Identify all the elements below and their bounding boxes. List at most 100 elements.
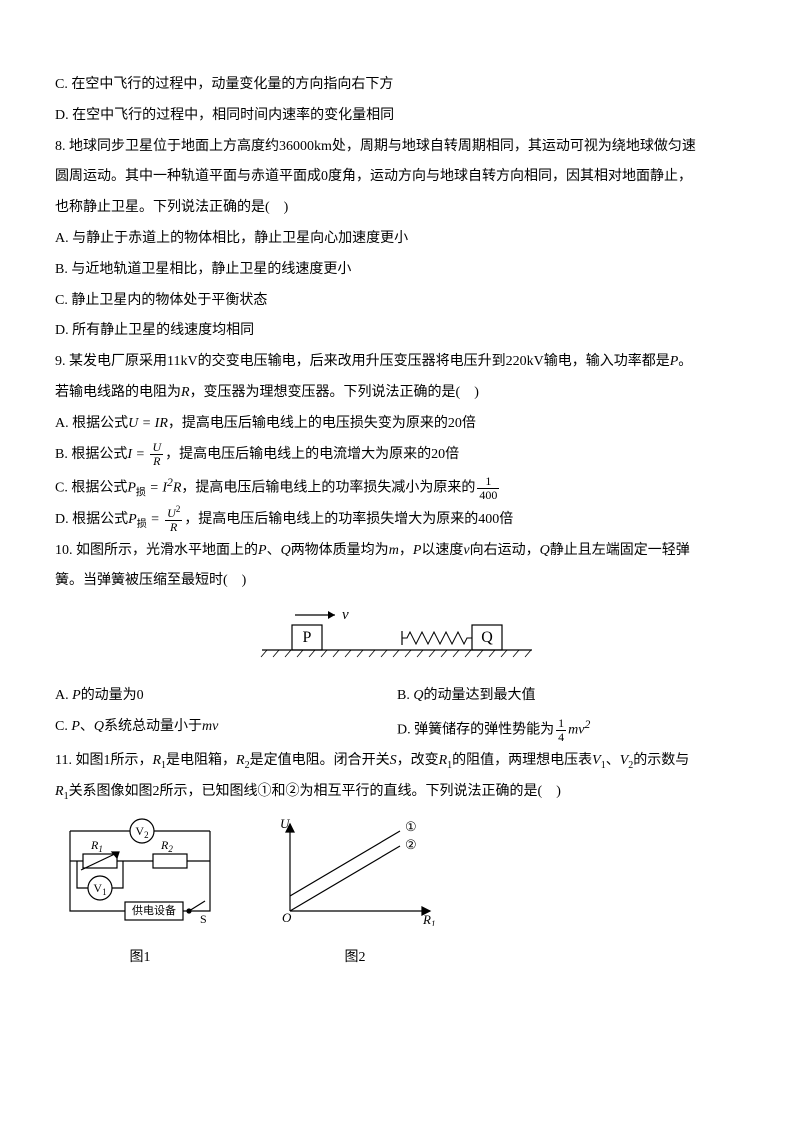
q10-m: m	[389, 543, 399, 558]
q11-figures: V2 V1 R1 R2 供电设备 S 图1 U O R1 ①	[55, 816, 739, 974]
q11-s2a: 关系图像如图2所示，已知图线①和②为相互平行的直线。下列说法正确的是( )	[69, 784, 561, 799]
q10-s1g: ，	[399, 543, 413, 558]
q10-d-sup: 2	[584, 718, 590, 731]
q9-d-post: ，提高电压后输电线上的功率损失增大为原来的400倍	[184, 512, 513, 527]
q10-s1i: 以速度	[421, 543, 463, 558]
q10-c-mid: 系统总动量小于	[104, 719, 202, 734]
q9-stem-2a: 若输电线路的电阻为	[55, 385, 181, 400]
q10-q: Q	[281, 543, 291, 558]
q9-stem-1: 9. 某发电厂原采用11kV的交变电压输电，后来改用升压变压器将电压升到220k…	[55, 347, 739, 378]
q8-stem-1: 8. 地球同步卫星位于地面上方高度约36000km处，周期与地球自转周期相同，其…	[55, 132, 739, 163]
q11-f1-s: S	[200, 912, 207, 926]
q11-v1: V	[592, 753, 601, 768]
q9-a-post: ，提高电压后输电线上的电压损失变为原来的20倍	[168, 416, 476, 431]
q9-stem-1c: 。	[678, 354, 692, 369]
q11-fig1-wrap: V2 V1 R1 R2 供电设备 S 图1	[55, 816, 225, 974]
q10-a-post: 的动量为0	[81, 688, 144, 703]
q10-s1e: 两物体质量均为	[291, 543, 389, 558]
q9-d-frac: U2R	[165, 505, 182, 534]
q10-stem-2: 簧。当弹簧被压缩至最短时( )	[55, 566, 739, 597]
q10-option-a: A. P的动量为0	[55, 681, 397, 712]
q8-option-d: D. 所有静止卫星的线速度均相同	[55, 316, 739, 347]
q9-b-post: ，提高电压后输电线上的电流增大为原来的20倍	[165, 447, 459, 462]
q8-option-b: B. 与近地轨道卫星相比，静止卫星的线速度更小	[55, 255, 739, 286]
q9-c-fden: 400	[477, 489, 499, 502]
q10-fig-q: Q	[481, 629, 493, 646]
q11-f2-o: O	[282, 910, 292, 925]
q10-c-pre: C.	[55, 719, 71, 734]
q9-d-eq: =	[147, 512, 163, 527]
q9-option-c: C. 根据公式P损 = I2R，提高电压后输电线上的功率损失减小为原来的1400	[55, 470, 739, 504]
q10-s1c: 、	[267, 543, 281, 558]
q10-a-pre: A.	[55, 688, 72, 703]
q9-d-pre: D. 根据公式	[55, 512, 128, 527]
q11-fig2-wrap: U O R1 ① ② 图2	[265, 816, 445, 974]
q10-b-q: Q	[413, 688, 423, 703]
q10-c-q: Q	[94, 719, 104, 734]
q10-fig-v: v	[342, 607, 349, 623]
q9-a-eq: U = IR	[128, 416, 168, 431]
q11-v2: V	[620, 753, 629, 768]
q11-fig2-caption: 图2	[265, 943, 445, 974]
q11-f1-supply: 供电设备	[132, 903, 176, 917]
q9-d-p: P	[128, 512, 137, 527]
q11-s1a: 11. 如图1所示，	[55, 753, 152, 768]
q10-c-mv: mv	[202, 719, 218, 734]
q11-f2-l1: ①	[405, 819, 417, 834]
q11-s1e: 的阻值，两理想电压表	[452, 753, 592, 768]
q9-b-eq: =	[132, 447, 148, 462]
q9-var-p: P	[670, 354, 679, 369]
q9-d-num: U2	[165, 505, 182, 521]
q10-s1a: 10. 如图所示，光滑水平地面上的	[55, 543, 258, 558]
q10-s1m: 静止且左端固定一轻弹	[550, 543, 690, 558]
q10-d-pre: D. 弹簧储存的弹性势能为	[397, 722, 554, 737]
q9-b-den: R	[150, 455, 163, 468]
q11-r1b: R	[439, 753, 448, 768]
q10-d-frac: 14	[556, 717, 566, 744]
q11-f1-r2: R2	[160, 838, 173, 854]
q9-c-sub: 损	[136, 488, 146, 499]
q9-d-sub: 损	[137, 519, 147, 530]
q11-fig1-caption: 图1	[55, 943, 225, 974]
q9-b-frac: UR	[150, 441, 163, 468]
q9-c-eq: =	[146, 481, 162, 496]
q9-option-d: D. 根据公式P损 = U2R，提高电压后输电线上的功率损失增大为原来的400倍	[55, 505, 739, 536]
q11-stem-1: 11. 如图1所示，R1是电阻箱，R2是定值电阻。闭合开关S，改变R1的阻值，两…	[55, 746, 739, 777]
q10-q2: Q	[540, 543, 550, 558]
q10-option-d: D. 弹簧储存的弹性势能为14mv2	[397, 712, 739, 746]
q11-f1-v2: V2	[135, 824, 148, 840]
q9-c-p: P	[127, 481, 136, 496]
q11-s1d: ，改变	[397, 753, 439, 768]
q10-options-row2: C. P、Q系统总动量小于mv D. 弹簧储存的弹性势能为14mv2	[55, 712, 739, 746]
q9-c-frac: 1400	[477, 475, 499, 502]
q9-stem-2: 若输电线路的电阻为R，变压器为理想变压器。下列说法正确的是( )	[55, 378, 739, 409]
q11-f2-r1: R1	[422, 912, 435, 926]
q9-c-post: ，提高电压后输电线上的功率损失减小为原来的	[181, 481, 475, 496]
q11-fig1-svg: V2 V1 R1 R2 供电设备 S	[55, 816, 225, 926]
q11-f1-v1: V1	[93, 881, 106, 897]
q10-options-row1: A. P的动量为0 B. Q的动量达到最大值	[55, 681, 739, 712]
q11-f1-r1: R1	[90, 838, 103, 854]
q8-stem-3: 也称静止卫星。下列说法正确的是( )	[55, 193, 739, 224]
q10-b-pre: B.	[397, 688, 413, 703]
q10-p: P	[258, 543, 267, 558]
q11-f2-l2: ②	[405, 837, 417, 852]
q10-d-num: 1	[556, 717, 566, 731]
q11-s1b: 是电阻箱，	[166, 753, 236, 768]
q10-d-mv: mv	[568, 722, 584, 737]
q9-option-b: B. 根据公式I = UR，提高电压后输电线上的电流增大为原来的20倍	[55, 440, 739, 471]
q11-f2-u: U	[280, 816, 291, 831]
q9-d-den: R	[165, 521, 182, 534]
q9-stem-1a: 9. 某发电厂原采用11kV的交变电压输电，后来改用升压变压器将电压升到220k…	[55, 354, 670, 369]
q9-a-pre: A. 根据公式	[55, 416, 128, 431]
q10-a-p: P	[72, 688, 81, 703]
q9-b-num: U	[150, 441, 163, 455]
q11-v1s: 1	[601, 760, 606, 771]
q8-option-a: A. 与静止于赤道上的物体相比，静止卫星向心加速度更小	[55, 224, 739, 255]
q10-d-den: 4	[556, 731, 566, 744]
q7-option-d: D. 在空中飞行的过程中，相同时间内速率的变化量相同	[55, 101, 739, 132]
q10-figure: P v Q	[55, 605, 739, 673]
q11-r1c: R	[55, 784, 64, 799]
q10-s1k: 向右运动，	[470, 543, 540, 558]
q11-stem-2: R1关系图像如图2所示，已知图线①和②为相互平行的直线。下列说法正确的是( )	[55, 777, 739, 808]
